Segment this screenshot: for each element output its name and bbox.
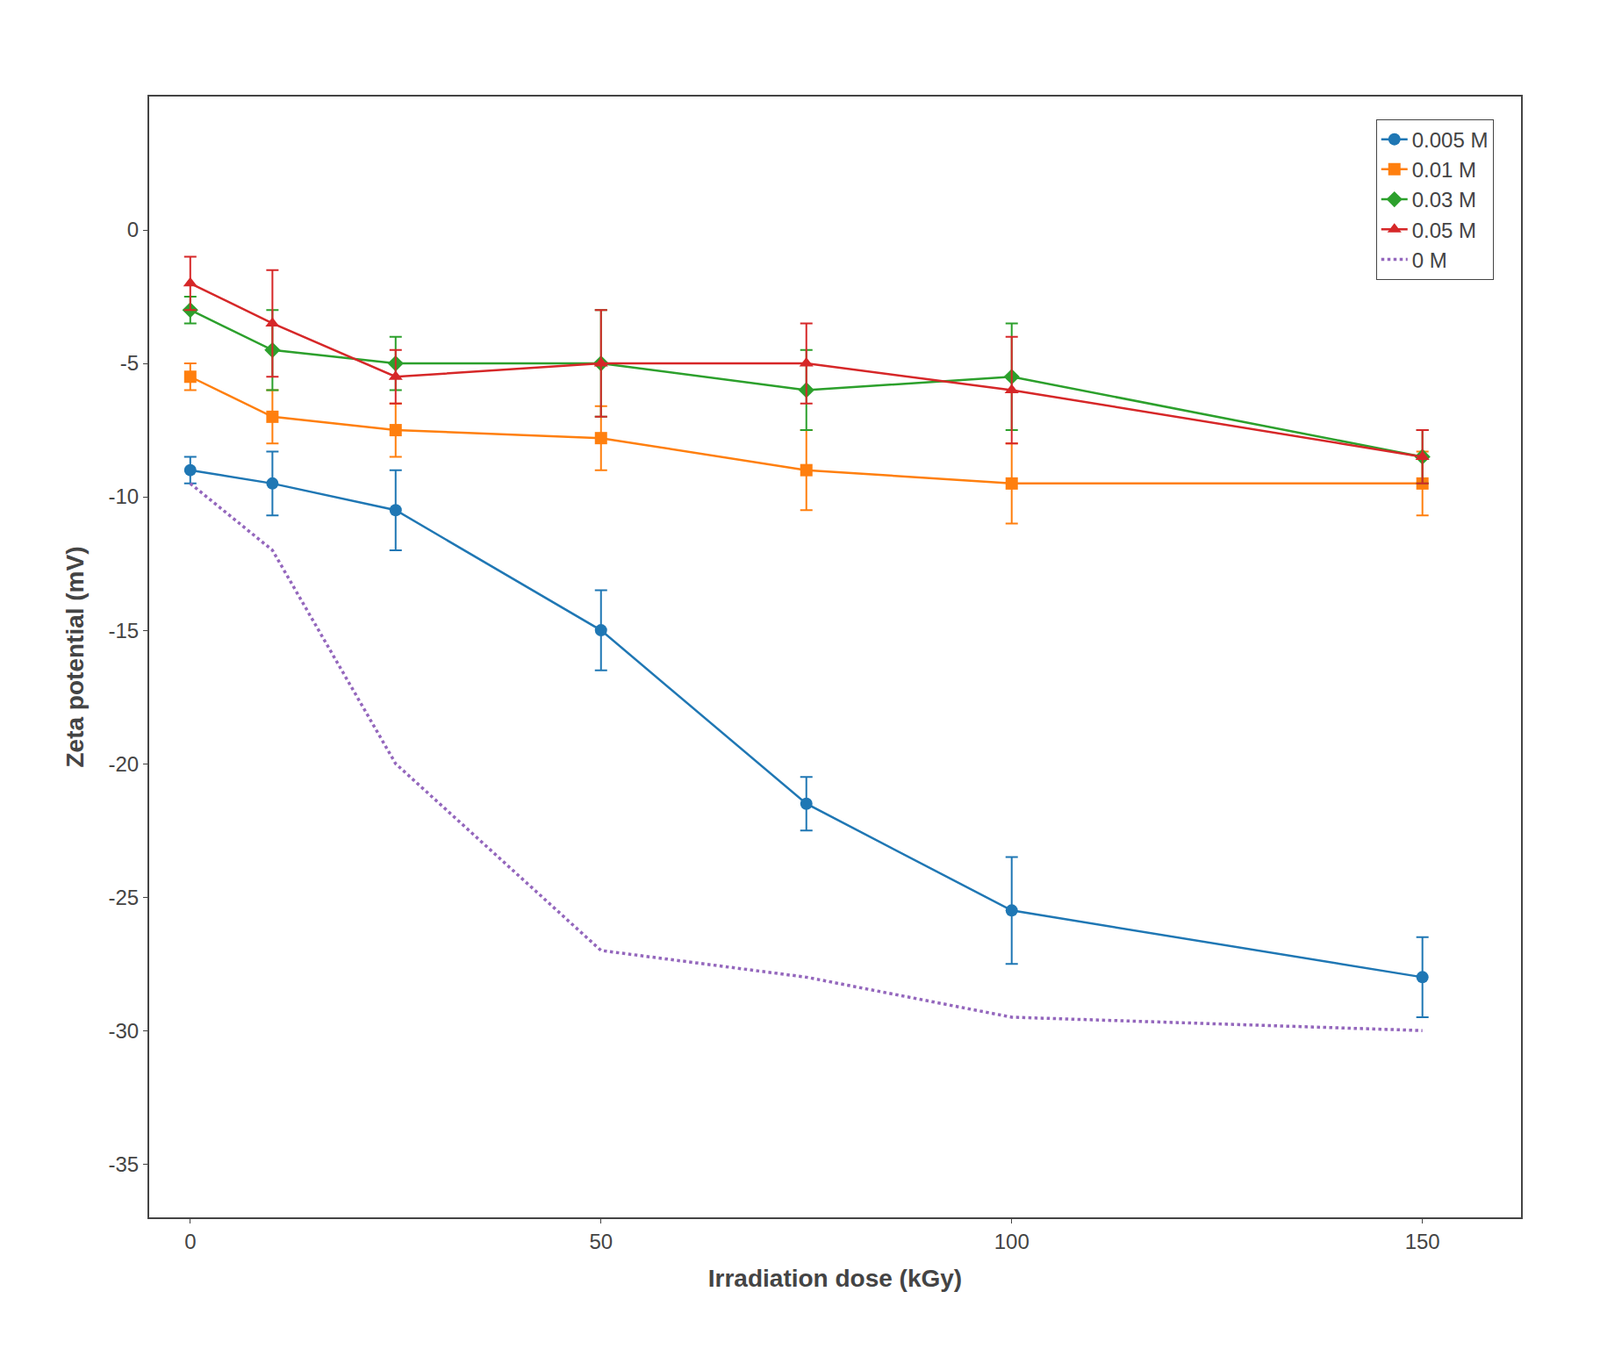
svg-text:0.05 M: 0.05 M	[1412, 218, 1477, 243]
svg-text:Zeta potential (mV): Zeta potential (mV)	[61, 545, 89, 768]
svg-text:0: 0	[184, 1229, 196, 1254]
svg-text:-25: -25	[108, 885, 140, 910]
svg-text:-20: -20	[108, 752, 140, 776]
svg-text:0.03 M: 0.03 M	[1412, 187, 1477, 212]
svg-text:-35: -35	[108, 1152, 140, 1177]
svg-text:-30: -30	[108, 1018, 140, 1043]
svg-text:100: 100	[994, 1229, 1030, 1254]
svg-text:0: 0	[127, 217, 139, 242]
svg-text:150: 150	[1405, 1229, 1441, 1254]
svg-text:Irradiation dose (kGy): Irradiation dose (kGy)	[708, 1264, 962, 1292]
svg-text:-10: -10	[108, 484, 140, 509]
svg-text:0.005 M: 0.005 M	[1412, 128, 1489, 152]
svg-text:-5: -5	[120, 351, 139, 375]
svg-text:-15: -15	[108, 618, 140, 643]
svg-text:0.01 M: 0.01 M	[1412, 157, 1477, 182]
svg-text:0 M: 0 M	[1412, 248, 1448, 273]
svg-text:50: 50	[588, 1229, 613, 1254]
